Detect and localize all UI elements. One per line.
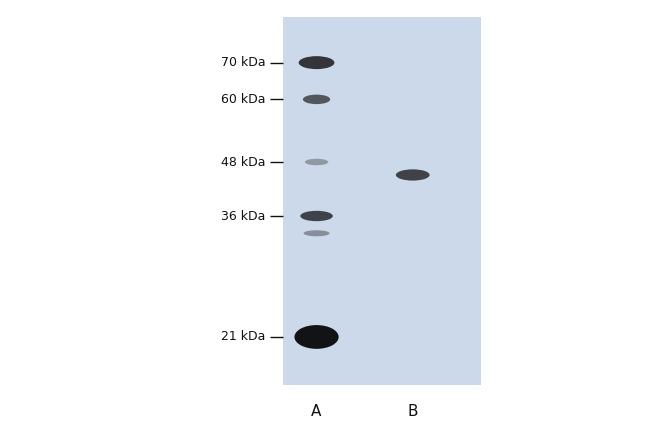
- Text: B: B: [408, 404, 418, 419]
- Ellipse shape: [300, 211, 333, 221]
- Text: 60 kDa: 60 kDa: [221, 93, 265, 106]
- Ellipse shape: [396, 169, 430, 181]
- Ellipse shape: [299, 56, 335, 69]
- Text: 36 kDa: 36 kDa: [221, 210, 265, 222]
- Text: 21 kDa: 21 kDa: [221, 330, 265, 343]
- Text: 70 kDa: 70 kDa: [220, 56, 265, 69]
- Text: 48 kDa: 48 kDa: [221, 156, 265, 168]
- Text: A: A: [311, 404, 322, 419]
- Ellipse shape: [305, 159, 328, 165]
- Bar: [283, 17, 481, 385]
- Ellipse shape: [294, 325, 339, 349]
- Ellipse shape: [303, 95, 330, 104]
- Ellipse shape: [304, 230, 330, 236]
